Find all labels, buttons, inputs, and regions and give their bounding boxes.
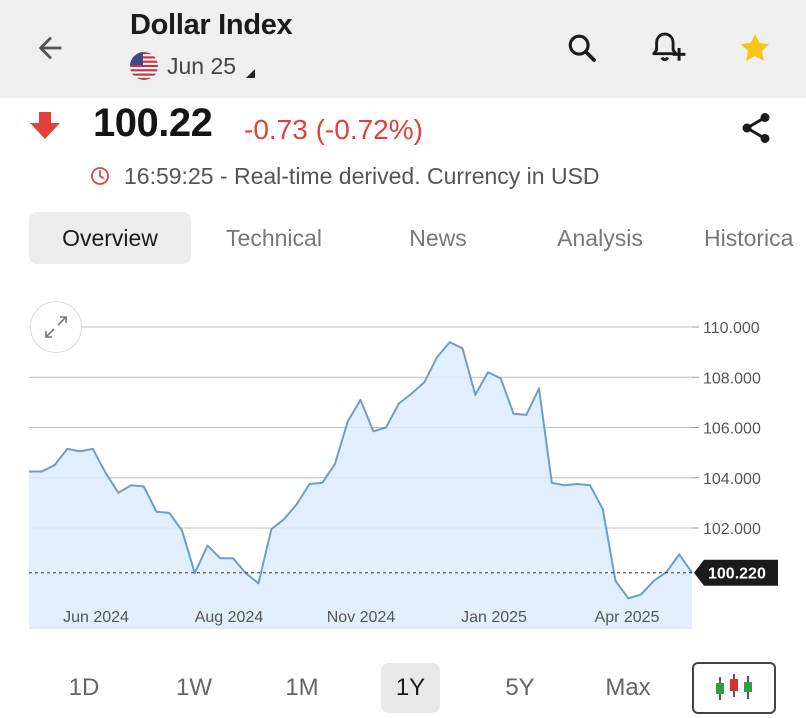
price-chart-svg: 110.000 108.000 106.000 104.000 102.000 Jun …	[29, 320, 778, 629]
tab-technical[interactable]: Technical	[226, 224, 322, 251]
quote-time-text: 16:59:25 - Real-time derived. Currency i…	[124, 162, 600, 189]
tab-overview[interactable]: Overview	[29, 212, 191, 264]
add-alert-button[interactable]	[644, 24, 692, 72]
back-button[interactable]	[28, 26, 72, 70]
quote-time-row: 16:59:25 - Real-time derived. Currency i…	[90, 160, 600, 192]
price-change: -0.73 (-0.72%)	[244, 114, 423, 145]
last-price: 100.22	[93, 101, 213, 145]
chart-area-fill	[29, 342, 692, 628]
x-axis-tick-label: Aug 2024	[195, 609, 264, 626]
y-axis-tick-label: 102.000	[703, 521, 761, 538]
y-axis-tick-label: 110.000	[703, 320, 760, 337]
dropdown-caret-icon	[246, 68, 256, 78]
back-arrow-icon	[38, 36, 62, 60]
contract-selector[interactable]: Jun 25	[130, 50, 256, 82]
clock-icon	[90, 166, 110, 186]
range-5y[interactable]: 5Y	[505, 674, 535, 701]
watchlist-star-button[interactable]	[731, 24, 779, 72]
share-button[interactable]	[734, 106, 778, 150]
candlestick-icon	[716, 674, 752, 700]
chart-type-button[interactable]	[692, 662, 776, 714]
chart-price-line	[29, 341, 693, 600]
add-alert-icon	[652, 32, 686, 61]
y-axis-tick-label: 106.000	[703, 421, 761, 438]
page-title: Dollar Index	[130, 9, 293, 41]
instrument-tabs: Overview Technical News Analysis Histori…	[0, 212, 806, 266]
range-1d[interactable]: 1D	[68, 674, 100, 701]
price-down-arrow-icon	[30, 112, 60, 145]
price-chart[interactable]: 110.000 108.000 106.000 104.000 102.000 Jun …	[0, 290, 806, 640]
tab-news[interactable]: News	[409, 224, 467, 251]
search-icon	[568, 34, 596, 62]
time-range-selector: 1D 1W 1M 1Y 5Y Max	[0, 660, 806, 716]
range-1w[interactable]: 1W	[176, 674, 212, 701]
search-button[interactable]	[558, 24, 606, 72]
star-icon	[740, 33, 770, 61]
range-max[interactable]: Max	[605, 674, 651, 701]
tab-analysis[interactable]: Analysis	[557, 224, 643, 251]
tab-historical[interactable]: Historica	[704, 224, 794, 251]
expand-icon	[45, 316, 67, 338]
top-app-bar: Dollar Index Jun 25	[0, 0, 806, 98]
x-axis-tick-label: Jun 2024	[63, 609, 129, 626]
y-axis-tick-label: 104.000	[703, 471, 761, 488]
contract-month: Jun 25	[167, 52, 237, 79]
range-1y[interactable]: 1Y	[381, 663, 440, 713]
x-axis-tick-label: Apr 2025	[595, 609, 660, 626]
last-price-tag: 100.220	[694, 559, 778, 586]
us-flag-icon	[130, 52, 158, 80]
y-axis-tick-label: 108.000	[703, 370, 761, 387]
x-axis-tick-label: Nov 2024	[327, 609, 396, 626]
x-axis-tick-label: Jan 2025	[461, 609, 527, 626]
share-icon	[742, 113, 770, 143]
last-price-tag-label: 100.220	[708, 566, 766, 583]
range-1m[interactable]: 1M	[285, 674, 319, 701]
expand-chart-button[interactable]	[30, 301, 82, 353]
quote-summary: 100.22 -0.73 (-0.72%)	[0, 100, 806, 160]
